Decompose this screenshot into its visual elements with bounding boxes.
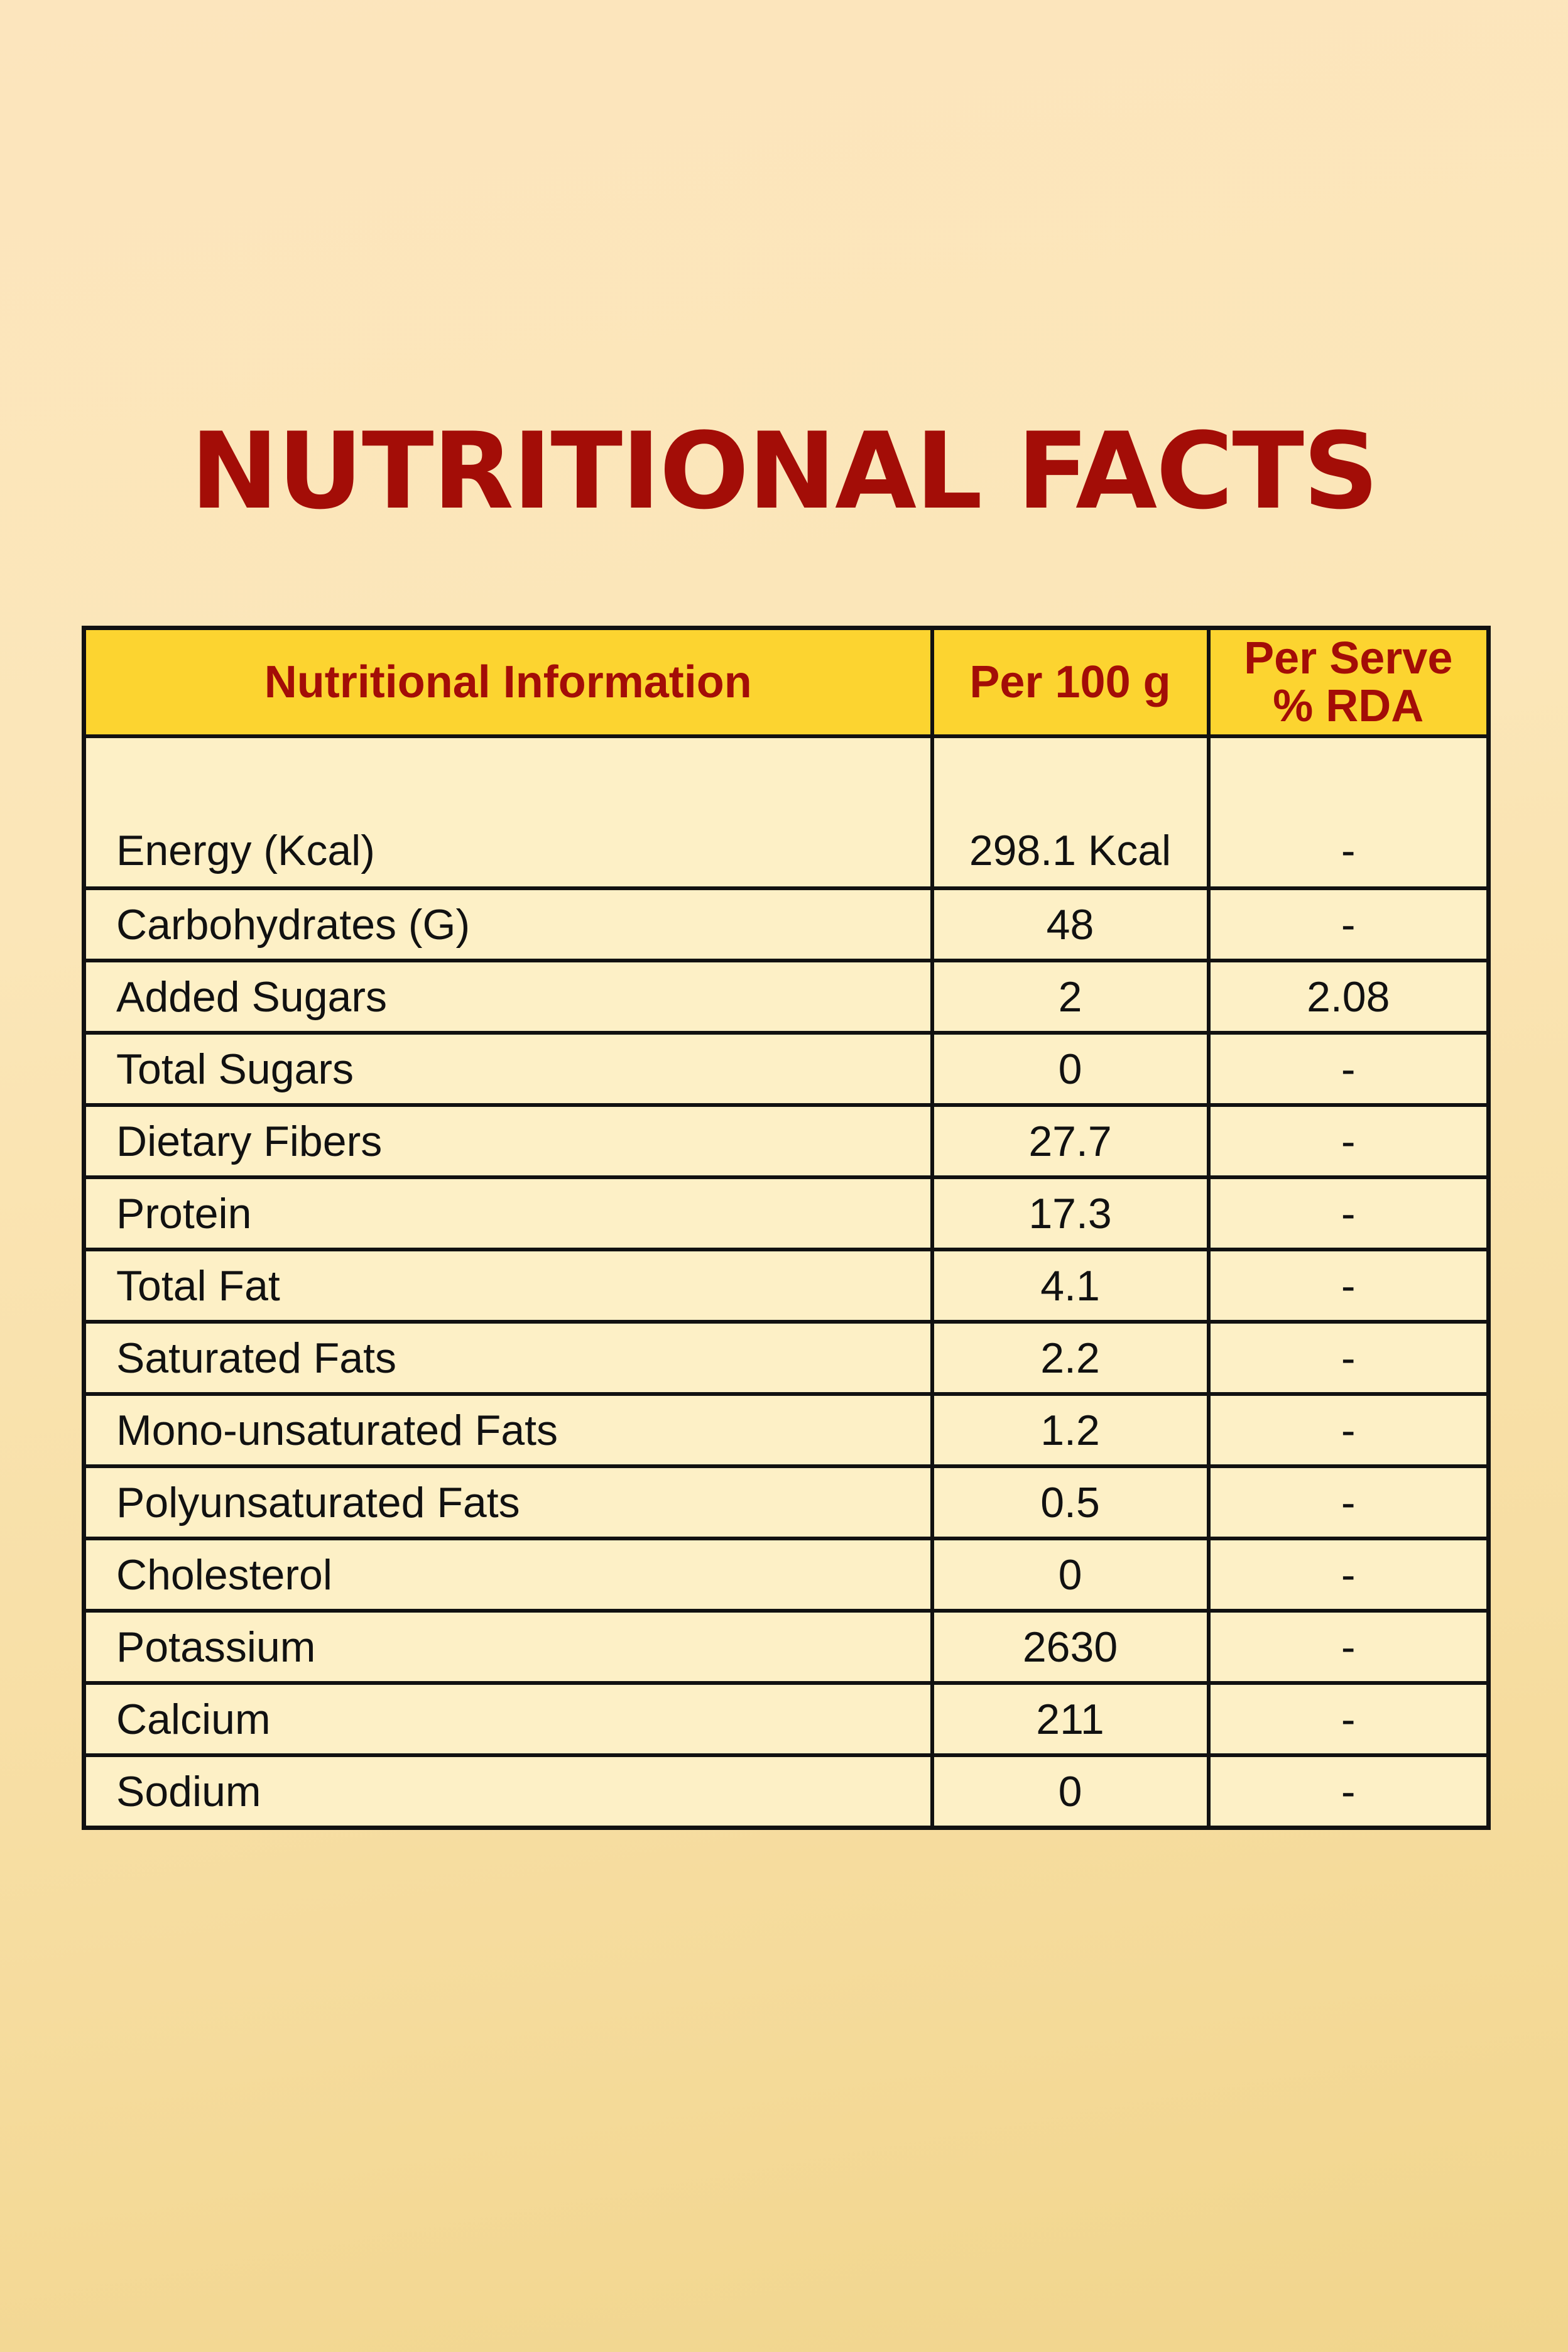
rda-value: - (1206, 1681, 1491, 1757)
nutrition-table: Nutritional Information Per 100 g Per Se… (82, 626, 1491, 1830)
per-100g-value: 1.2 (930, 1392, 1211, 1468)
rda-value: - (1206, 1464, 1491, 1540)
header-per-serve-rda: Per Serve % RDA (1206, 626, 1491, 738)
table-row: Sodium 0 - (82, 1753, 1491, 1830)
rda-value: - (1206, 1103, 1491, 1179)
table-row: Total Sugars 0 - (82, 1031, 1491, 1107)
per-100g-value: 2.2 (930, 1320, 1211, 1396)
per-100g-value: 48 (930, 886, 1211, 962)
table-row: Energy (Kcal) 298.1 Kcal - (82, 734, 1491, 890)
table-row: Dietary Fibers 27.7 - (82, 1103, 1491, 1179)
rda-value: - (1206, 1175, 1491, 1251)
per-100g-value: 0 (930, 1537, 1211, 1613)
nutrient-name: Potassium (82, 1609, 934, 1685)
rda-value: - (1206, 734, 1491, 890)
rda-value: - (1206, 1320, 1491, 1396)
nutrient-name: Polyunsaturated Fats (82, 1464, 934, 1540)
nutrient-name: Total Sugars (82, 1031, 934, 1107)
nutrient-name: Dietary Fibers (82, 1103, 934, 1179)
per-100g-value: 211 (930, 1681, 1211, 1757)
rda-value: - (1206, 1537, 1491, 1613)
table-row: Cholesterol 0 - (82, 1537, 1491, 1613)
table-row: Saturated Fats 2.2 - (82, 1320, 1491, 1396)
nutrient-name: Total Fat (82, 1248, 934, 1324)
rda-value: 2.08 (1206, 959, 1491, 1035)
per-100g-value: 2630 (930, 1609, 1211, 1685)
table-row: Protein 17.3 - (82, 1175, 1491, 1251)
per-100g-value: 2 (930, 959, 1211, 1035)
nutrient-name: Added Sugars (82, 959, 934, 1035)
table-header: Nutritional Information Per 100 g Per Se… (82, 626, 1491, 738)
header-per-100g: Per 100 g (930, 626, 1211, 738)
nutrient-name: Sodium (82, 1753, 934, 1830)
per-100g-value: 0.5 (930, 1464, 1211, 1540)
table-row: Carbohydrates (G) 48 - (82, 886, 1491, 962)
rda-value: - (1206, 886, 1491, 962)
nutrient-name: Carbohydrates (G) (82, 886, 934, 962)
per-100g-value: 4.1 (930, 1248, 1211, 1324)
nutrient-name: Calcium (82, 1681, 934, 1757)
table-row: Mono-unsaturated Fats 1.2 - (82, 1392, 1491, 1468)
per-100g-value: 17.3 (930, 1175, 1211, 1251)
rda-value: - (1206, 1248, 1491, 1324)
rda-value: - (1206, 1609, 1491, 1685)
nutrient-name: Saturated Fats (82, 1320, 934, 1396)
table-row: Calcium 211 - (82, 1681, 1491, 1757)
table-row: Potassium 2630 - (82, 1609, 1491, 1685)
rda-value: - (1206, 1031, 1491, 1107)
page-title: NUTRITIONAL FACTS (190, 410, 1379, 533)
per-100g-value: 0 (930, 1753, 1211, 1830)
rda-value: - (1206, 1392, 1491, 1468)
nutrient-name: Energy (Kcal) (82, 734, 934, 890)
nutrient-name: Mono-unsaturated Fats (82, 1392, 934, 1468)
header-per-serve-label: Per Serve (1244, 633, 1453, 683)
nutrient-name: Cholesterol (82, 1537, 934, 1613)
table-body: Energy (Kcal) 298.1 Kcal - Carbohydrates… (82, 734, 1491, 1830)
per-100g-value: 298.1 Kcal (930, 734, 1211, 890)
table-row: Added Sugars 2 2.08 (82, 959, 1491, 1035)
header-row: Nutritional Information Per 100 g Per Se… (82, 626, 1491, 738)
per-100g-value: 0 (930, 1031, 1211, 1107)
header-rda-label: % RDA (1273, 681, 1424, 731)
rda-value: - (1206, 1753, 1491, 1830)
table-row: Polyunsaturated Fats 0.5 - (82, 1464, 1491, 1540)
header-nutritional-information: Nutritional Information (82, 626, 934, 738)
per-100g-value: 27.7 (930, 1103, 1211, 1179)
nutrient-name: Protein (82, 1175, 934, 1251)
table-row: Total Fat 4.1 - (82, 1248, 1491, 1324)
